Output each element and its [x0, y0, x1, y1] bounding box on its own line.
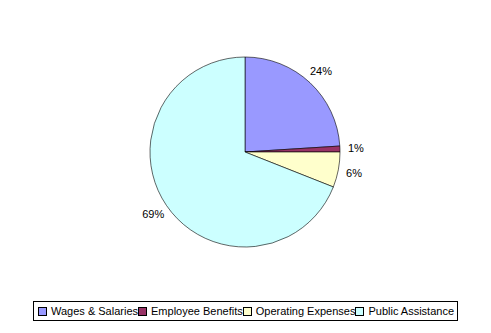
html-text:Wages & Salaries: Wages & Salaries [51, 305, 138, 317]
svg-text:6%: 6% [346, 167, 362, 179]
svg-text:1%: 1% [348, 142, 364, 154]
svg-text:24%: 24% [310, 65, 332, 77]
html-text:Operating Expenses: Operating Expenses [255, 305, 356, 317]
svg-text:69%: 69% [142, 208, 164, 220]
html-text:Employee Benefits: Employee Benefits [151, 305, 243, 317]
html-text:Public Assistance: Public Assistance [368, 305, 454, 317]
